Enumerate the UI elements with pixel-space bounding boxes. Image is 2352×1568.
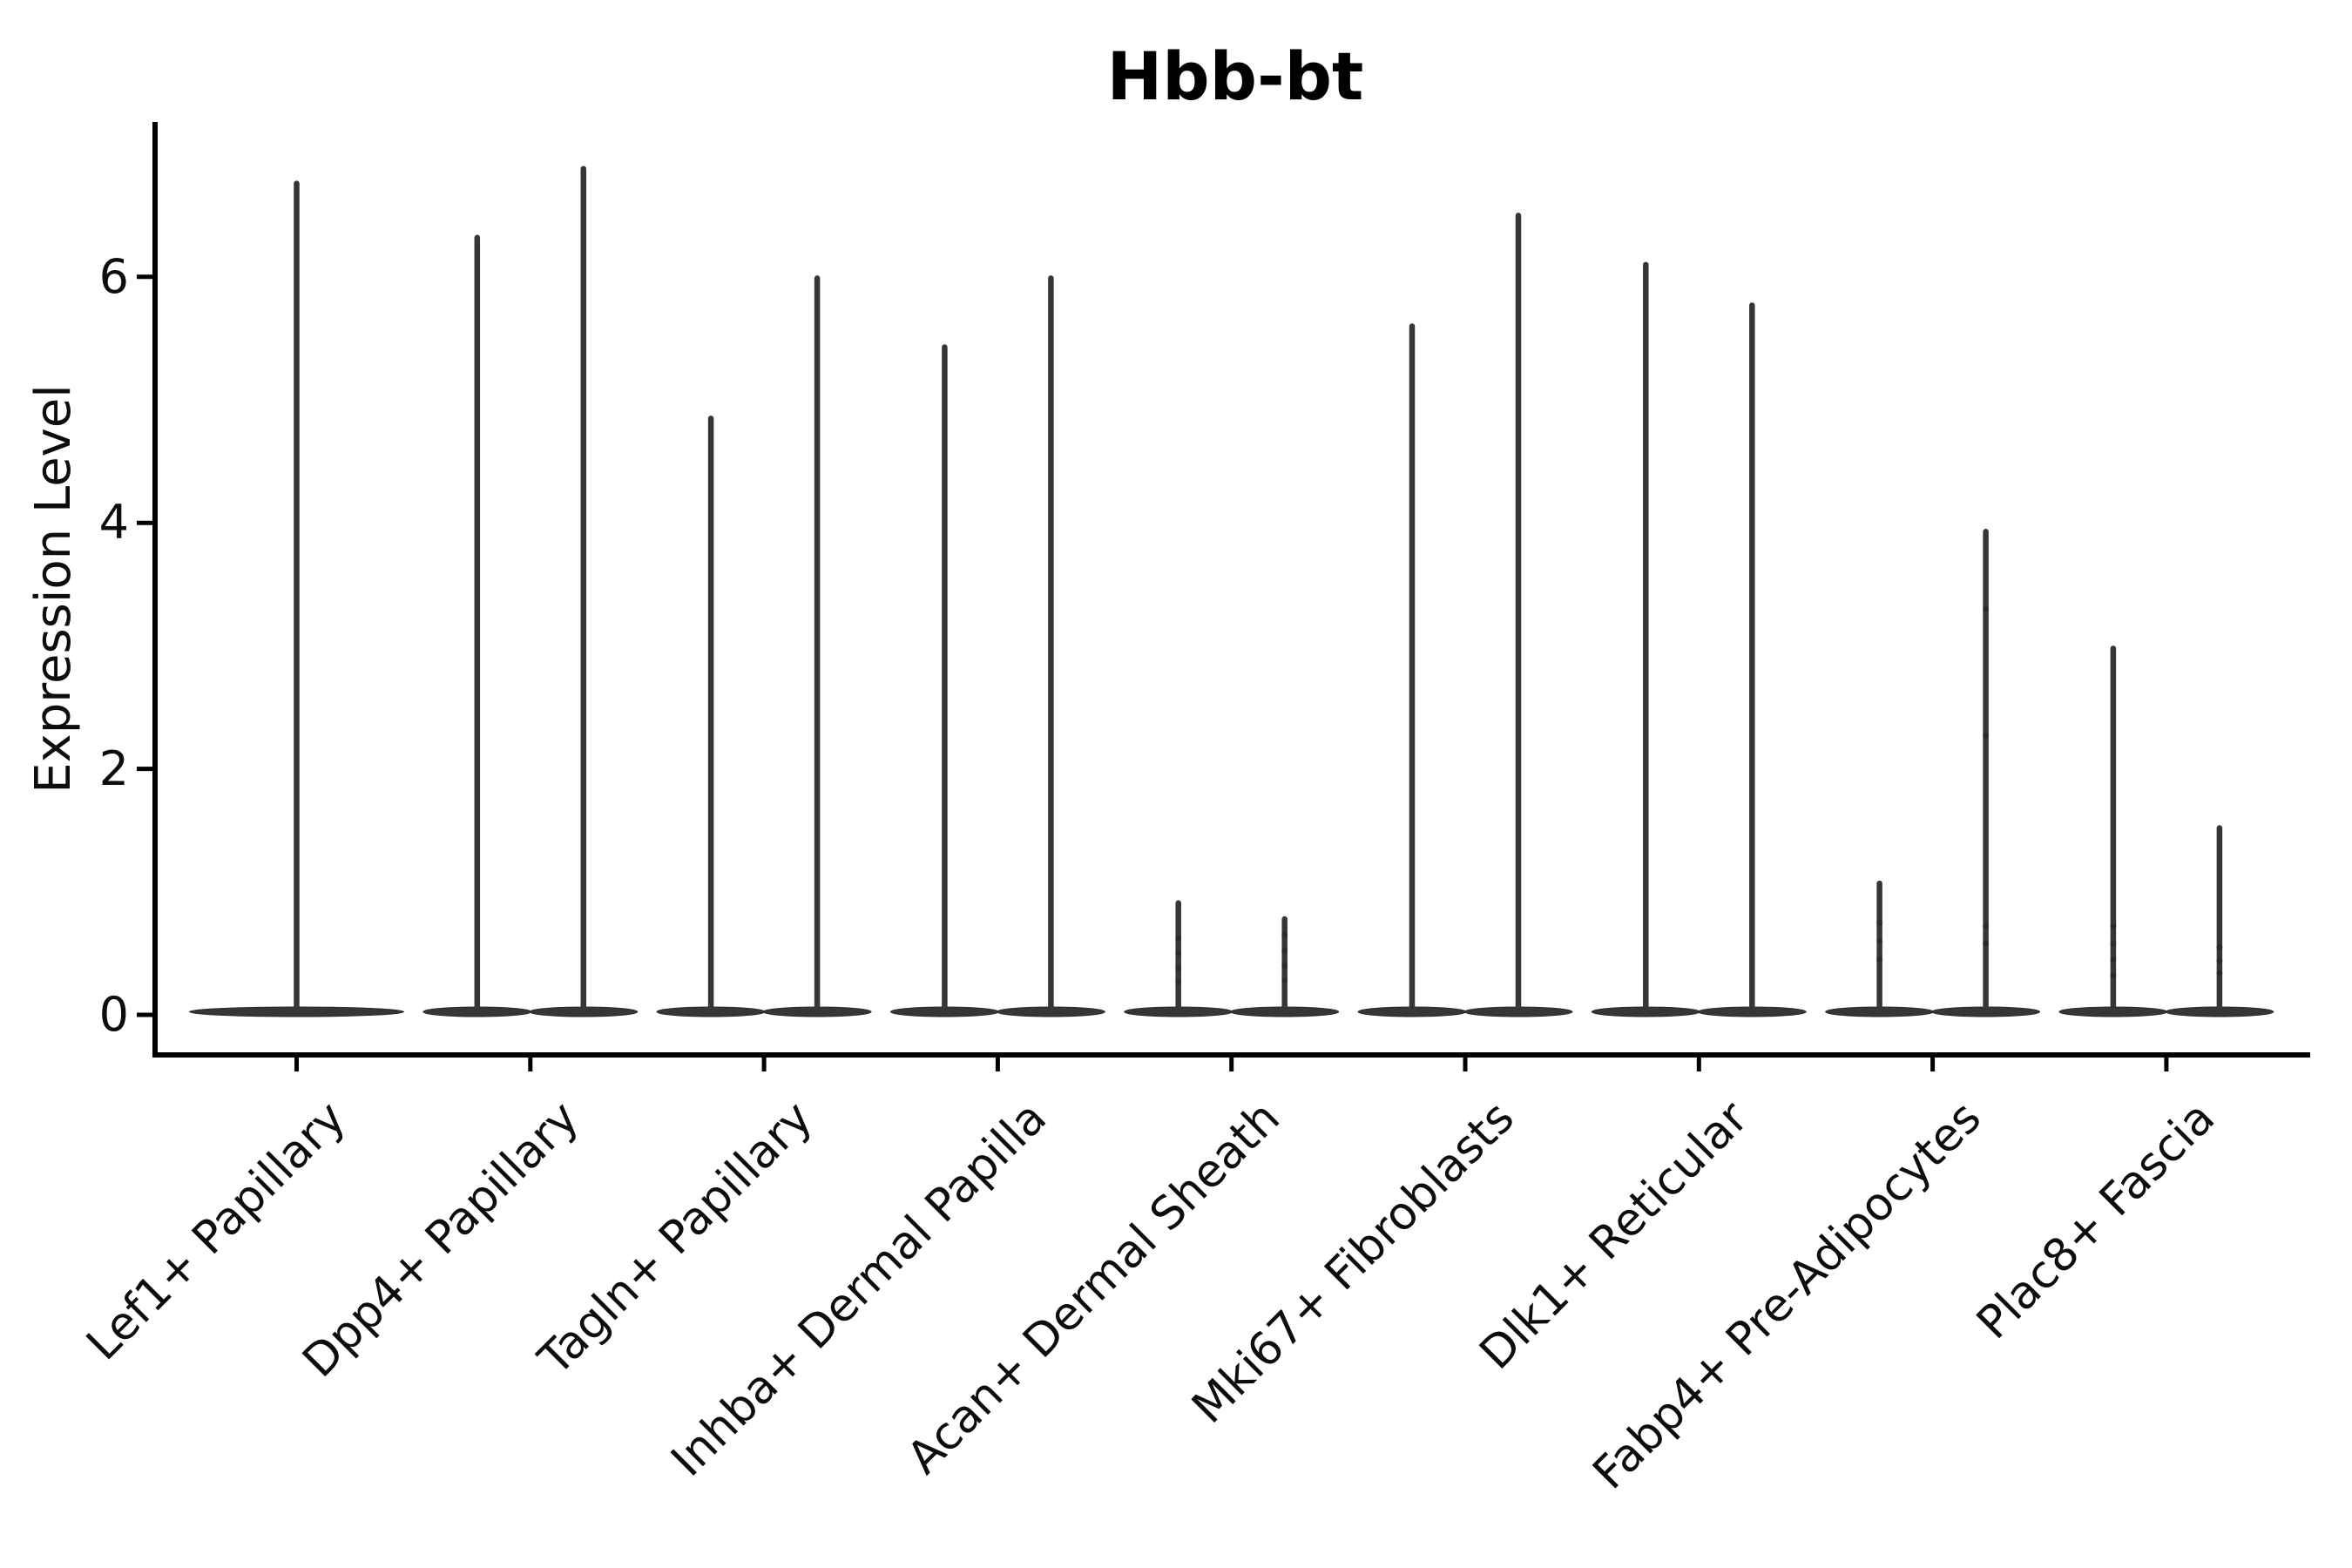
cell-point [1175, 978, 1182, 985]
cell-point [2110, 956, 2117, 963]
cell-point [1281, 948, 1288, 954]
cell-point [2216, 943, 2223, 950]
cell-point [1175, 936, 1182, 942]
y-tick-label: 0 [98, 987, 129, 1042]
cell-point [1876, 956, 1883, 963]
cell-point [1281, 977, 1288, 983]
y-axis-label: Expression Level [25, 384, 82, 794]
cell-point [1983, 605, 1990, 612]
y-tick-label: 6 [98, 248, 129, 304]
cell-point [1983, 923, 1990, 929]
cell-point [1175, 964, 1182, 971]
cell-point [2110, 923, 2117, 929]
cell-point [2216, 970, 2223, 977]
cell-point [2216, 957, 2223, 964]
cell-point [1281, 931, 1288, 938]
cell-point [1983, 733, 1990, 739]
y-tick-label: 2 [98, 740, 129, 796]
cell-point [1281, 963, 1288, 969]
cell-point [2110, 940, 2117, 947]
chart-title: Hbb-bt [1106, 37, 1364, 115]
y-tick-label: 4 [98, 495, 129, 551]
cell-point [1876, 937, 1883, 944]
cell-point [1175, 950, 1182, 956]
cell-point [2110, 972, 2117, 979]
cell-point [1983, 940, 1990, 947]
cell-point [1876, 919, 1883, 926]
